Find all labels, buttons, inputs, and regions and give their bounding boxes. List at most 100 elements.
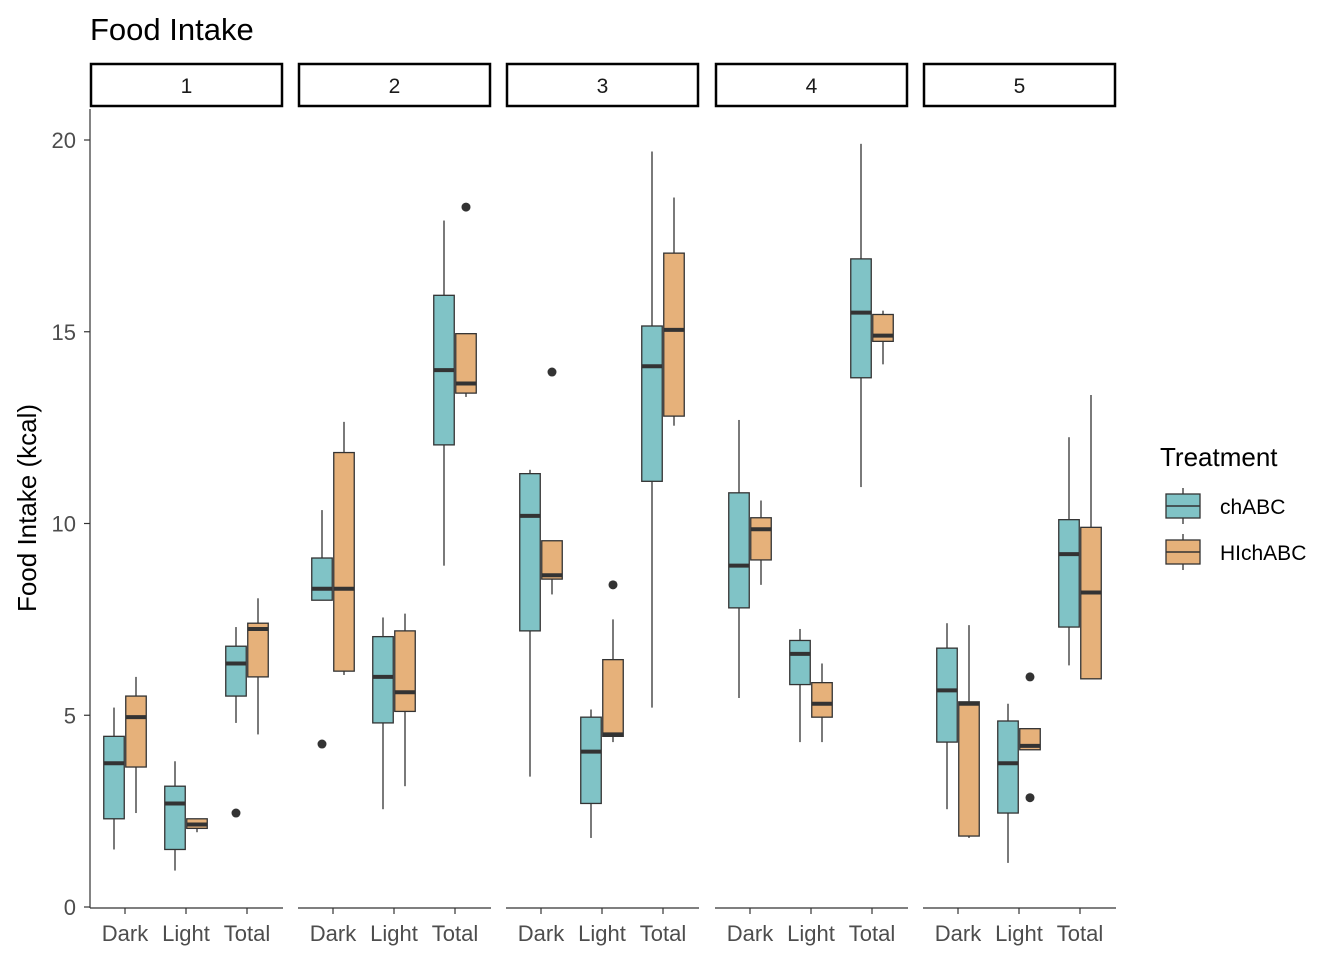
- box-iqr: [789, 639, 811, 686]
- box-chABC-2-Dark: [311, 510, 333, 749]
- box-iqr: [103, 735, 125, 820]
- x-tick-label: Light: [370, 921, 418, 946]
- box-iqr: [811, 682, 833, 718]
- facet-panel: 5 Dark Light Total: [922, 62, 1117, 946]
- box-iqr: [728, 492, 750, 609]
- box-iqr: [125, 695, 147, 768]
- box-iqr: [997, 720, 1019, 814]
- box-iqr: [663, 252, 685, 417]
- box-iqr: [225, 645, 247, 697]
- facet-strip-label: 3: [597, 75, 609, 98]
- x-tick-label: Dark: [310, 921, 357, 946]
- box-iqr: [641, 325, 663, 482]
- legend-label: HIchABC: [1220, 542, 1306, 565]
- legend-label: chABC: [1220, 496, 1285, 519]
- box-chABC-1-Total: [225, 627, 247, 818]
- box-HIchABC-3-Dark: [541, 367, 563, 595]
- box-HIchABC-2-Light: [394, 613, 416, 787]
- y-tick-label: 20: [52, 128, 76, 153]
- x-tick-label: Dark: [102, 921, 149, 946]
- box-chABC-3-Light: [580, 709, 602, 838]
- box-HIchABC-2-Total: [455, 202, 477, 397]
- x-tick-label: Dark: [518, 921, 565, 946]
- x-tick-label: Total: [432, 921, 478, 946]
- box-chABC-3-Total: [641, 151, 663, 708]
- legend-item-HIchABC: HIchABC: [1165, 534, 1306, 570]
- box-HIchABC-3-Total: [663, 197, 685, 426]
- legend-item-chABC: chABC: [1165, 488, 1285, 524]
- box-chABC-5-Dark: [936, 623, 958, 810]
- facet-panel: 1 Dark Light Total: [89, 62, 284, 946]
- facet-panel: 4 Dark Light Total: [714, 62, 909, 946]
- y-tick-label: 0: [64, 895, 76, 920]
- box-iqr: [1080, 526, 1102, 680]
- legend-title: Treatment: [1160, 442, 1278, 472]
- y-tick-label: 10: [52, 512, 76, 537]
- box-chABC-4-Total: [850, 143, 872, 488]
- box-chABC-5-Light: [997, 703, 1019, 863]
- facet-strip: [89, 62, 284, 108]
- box-iqr: [519, 472, 541, 632]
- box-chABC-1-Light: [164, 761, 186, 871]
- box-chABC-2-Total: [433, 220, 455, 566]
- x-tick-label: Dark: [727, 921, 774, 946]
- outlier-point: [608, 580, 618, 590]
- facet-panels: 1 Dark Light Total 2 Dark Light Total 3 Dark Light…: [89, 62, 1117, 946]
- box-HIchABC-5-Dark: [958, 625, 980, 838]
- box-iqr: [958, 701, 980, 837]
- x-tick-label: Total: [640, 921, 686, 946]
- box-iqr: [455, 333, 477, 394]
- box-HIchABC-5-Light: [1019, 672, 1041, 803]
- box-iqr: [541, 540, 563, 580]
- box-HIchABC-2-Dark: [333, 421, 355, 675]
- y-axis-title: Food Intake (kcal): [12, 404, 42, 612]
- x-tick-label: Light: [995, 921, 1043, 946]
- box-chABC-1-Dark: [103, 707, 125, 850]
- outlier-point: [231, 808, 241, 818]
- x-tick-label: Light: [578, 921, 626, 946]
- facet-panel: 2 Dark Light Total: [297, 62, 492, 946]
- facet-strip-label: 2: [389, 75, 401, 98]
- box-iqr: [247, 622, 269, 678]
- box-iqr: [333, 451, 355, 672]
- x-tick-label: Light: [162, 921, 210, 946]
- facet-panel: 3 Dark Light Total: [505, 62, 700, 946]
- box-HIchABC-1-Dark: [125, 676, 147, 814]
- outlier-point: [547, 367, 557, 377]
- box-iqr: [850, 258, 872, 379]
- outlier-point: [317, 739, 327, 749]
- x-tick-label: Total: [224, 921, 270, 946]
- box-iqr: [936, 647, 958, 743]
- chart-title: Food Intake: [90, 12, 254, 47]
- box-HIchABC-3-Light: [602, 580, 624, 743]
- box-HIchABC-1-Light: [186, 818, 208, 833]
- box-chABC-4-Dark: [728, 419, 750, 698]
- x-tick-label: Total: [1057, 921, 1103, 946]
- box-iqr: [602, 658, 624, 737]
- y-axis: 0 5 10 15 20: [52, 109, 91, 920]
- facet-strip-label: 1: [181, 75, 193, 98]
- y-tick-label: 5: [64, 703, 76, 728]
- x-tick-label: Total: [849, 921, 895, 946]
- box-iqr: [311, 557, 333, 601]
- facet-strip: [505, 62, 700, 108]
- box-iqr: [750, 517, 772, 561]
- box-iqr: [394, 630, 416, 713]
- box-chABC-5-Total: [1058, 437, 1080, 666]
- outlier-point: [1025, 672, 1035, 682]
- facet-strip: [297, 62, 492, 108]
- box-HIchABC-1-Total: [247, 598, 269, 735]
- box-HIchABC-4-Total: [872, 310, 894, 365]
- box-iqr: [164, 785, 186, 851]
- outlier-point: [461, 202, 471, 212]
- outlier-point: [1025, 793, 1035, 803]
- facet-strip-label: 4: [806, 75, 818, 98]
- box-chABC-3-Dark: [519, 469, 541, 777]
- x-tick-label: Dark: [935, 921, 982, 946]
- box-iqr: [1058, 519, 1080, 628]
- legend: Treatment chABC HIchABC: [1160, 442, 1306, 570]
- facet-strip: [922, 62, 1117, 108]
- box-iqr: [580, 716, 602, 805]
- facet-strip-label: 5: [1014, 75, 1026, 98]
- y-tick-label: 15: [52, 320, 76, 345]
